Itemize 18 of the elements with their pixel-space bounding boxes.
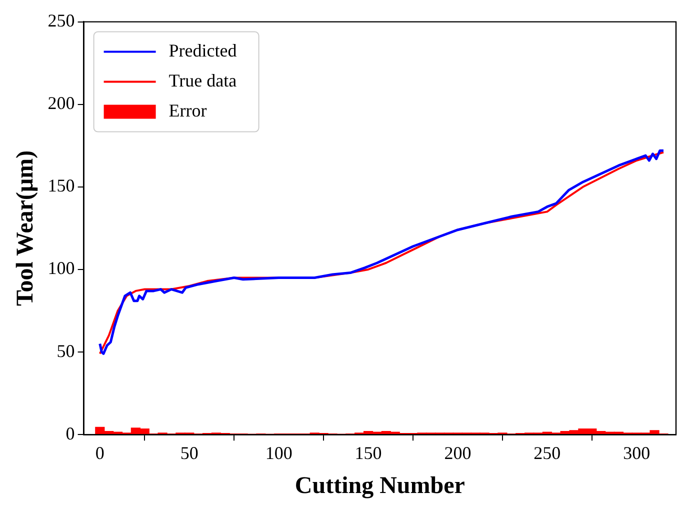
y-tick-label: 0 [66, 423, 75, 444]
x-tick-label: 300 [623, 443, 650, 464]
y-tick-label: 150 [48, 176, 75, 196]
x-axis-title: Cutting Number [294, 472, 466, 499]
y-tick-label: 250 [48, 10, 75, 31]
x-tick-label: 0 [95, 443, 104, 464]
x-tick-label: 250 [534, 443, 561, 464]
y-tick-label: 100 [48, 258, 75, 278]
legend-label: True data [168, 70, 237, 91]
x-tick-label: 100 [265, 443, 292, 464]
y-tick-label: 50 [56, 340, 75, 361]
y-tick-label: 200 [48, 93, 75, 114]
legend-label: Error [168, 100, 207, 121]
x-tick-label: 150 [354, 443, 382, 464]
x-tick-label: 50 [180, 443, 198, 464]
x-tick-label: 200 [444, 443, 472, 464]
legend-label: Predicted [168, 40, 237, 61]
y-axis-title: Tool Wear(μm) [12, 150, 39, 306]
